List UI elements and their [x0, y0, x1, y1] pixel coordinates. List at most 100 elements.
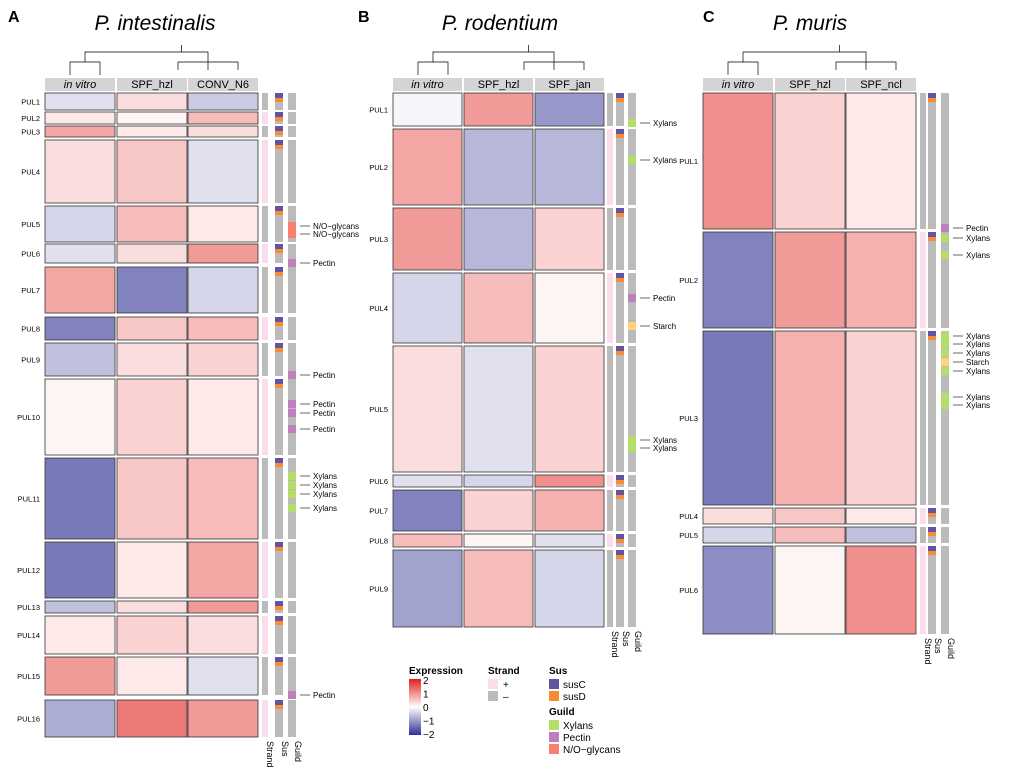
guild-track: [288, 601, 296, 613]
guild-mark: [941, 393, 949, 401]
heatmap-cell: [392, 489, 463, 532]
susC-mark: [275, 700, 283, 705]
guild-track: [288, 700, 296, 737]
heatmap-cell: [392, 272, 463, 344]
susC-mark: [616, 490, 624, 495]
guild-mark: [288, 259, 296, 267]
heatmap-cell: [774, 526, 846, 544]
heatmap-cell: [463, 207, 534, 271]
susD-mark: [275, 98, 283, 102]
guild-mark: [941, 251, 949, 259]
heatmap-cell: [44, 342, 116, 377]
heatmap-cell: [392, 128, 463, 206]
guild-track: [628, 129, 636, 205]
sus-label: susC: [563, 680, 586, 691]
strand-track: [262, 343, 268, 376]
guild-track: [288, 616, 296, 654]
susD-mark: [275, 272, 283, 276]
heatmap-cell: [463, 92, 534, 127]
sus-track: [275, 657, 283, 695]
pul-label: PUL4: [679, 512, 698, 521]
susC-mark: [928, 546, 936, 551]
heatmap-cell: [463, 474, 534, 488]
heatmap-cell: [116, 125, 188, 138]
guild-mark: [628, 156, 636, 164]
heatmap-cell: [392, 533, 463, 548]
heatmap-cell: [187, 699, 259, 738]
guild-mark: [288, 504, 296, 512]
guild-track: [941, 527, 949, 543]
susC-mark: [616, 129, 624, 134]
strand-track: [262, 616, 268, 654]
legend-title: Guild: [549, 707, 575, 718]
panel-title: P. intestinalis: [94, 12, 216, 35]
strand-track: [607, 208, 613, 270]
heatmap-cell: [44, 92, 116, 111]
guild-track: [288, 542, 296, 598]
susC-mark: [275, 343, 283, 348]
strand-track: [262, 700, 268, 737]
heatmap-cell: [463, 489, 534, 532]
group-label: SPF_ncl: [860, 79, 902, 91]
guild-label: Pectin: [563, 733, 591, 744]
group-header: [393, 78, 462, 91]
susC-mark: [275, 317, 283, 322]
strand-track: [920, 527, 926, 543]
guild-mark: [941, 367, 949, 375]
strand-track: [262, 657, 268, 695]
heatmap-cell: [845, 526, 917, 544]
sus-track: [275, 244, 283, 263]
strand-track: [607, 490, 613, 531]
guild-annotation: Xylans: [966, 251, 990, 260]
guild-label: N/O−glycans: [563, 745, 621, 756]
heatmap-cell: [534, 207, 605, 271]
expression-tick: 0: [423, 703, 429, 714]
strand-swatch: [488, 691, 498, 701]
legend-title: Sus: [549, 666, 568, 677]
track-label: Guild: [946, 638, 956, 659]
panel-letter: C: [703, 9, 715, 26]
heatmap-cell: [534, 549, 605, 628]
sus-track: [275, 616, 283, 654]
strand-label: +: [503, 680, 509, 691]
pul-label: PUL9: [21, 356, 40, 365]
strand-track: [607, 346, 613, 472]
track-label: Guild: [293, 741, 303, 762]
strand-track: [607, 129, 613, 205]
guild-annotation: Xylans: [653, 444, 677, 453]
heatmap-cell: [187, 457, 259, 540]
susD-mark: [275, 463, 283, 467]
heatmap-cell: [187, 316, 259, 341]
heatmap-cell: [534, 474, 605, 488]
guild-track: [941, 546, 949, 634]
pul-label: PUL4: [369, 304, 388, 313]
heatmap-cell: [187, 92, 259, 111]
strand-track: [607, 93, 613, 126]
heatmap-cell: [44, 205, 116, 243]
guild-mark: [288, 481, 296, 489]
guild-annotation: Xylans: [313, 504, 337, 513]
heatmap-cell: [44, 457, 116, 540]
strand-track: [262, 317, 268, 340]
sus-track: [928, 93, 936, 229]
panel-title: P. muris: [773, 12, 848, 35]
heatmap-cell: [774, 330, 846, 506]
heatmap-cell: [534, 489, 605, 532]
heatmap-cell: [774, 92, 846, 230]
guild-track: [288, 657, 296, 695]
guild-track: [288, 140, 296, 203]
track-label: Strand: [610, 631, 620, 658]
susC-mark: [275, 542, 283, 547]
guild-track: [288, 112, 296, 124]
sus-track: [275, 379, 283, 455]
pul-label: PUL15: [17, 672, 40, 681]
guild-mark: [288, 230, 296, 238]
guild-mark: [288, 472, 296, 480]
heatmap-cell: [187, 139, 259, 204]
guild-mark: [941, 340, 949, 348]
heatmap-cell: [116, 243, 188, 264]
pul-label: PUL4: [21, 168, 40, 177]
legend-title: Strand: [488, 666, 520, 677]
group-header: [775, 78, 845, 91]
